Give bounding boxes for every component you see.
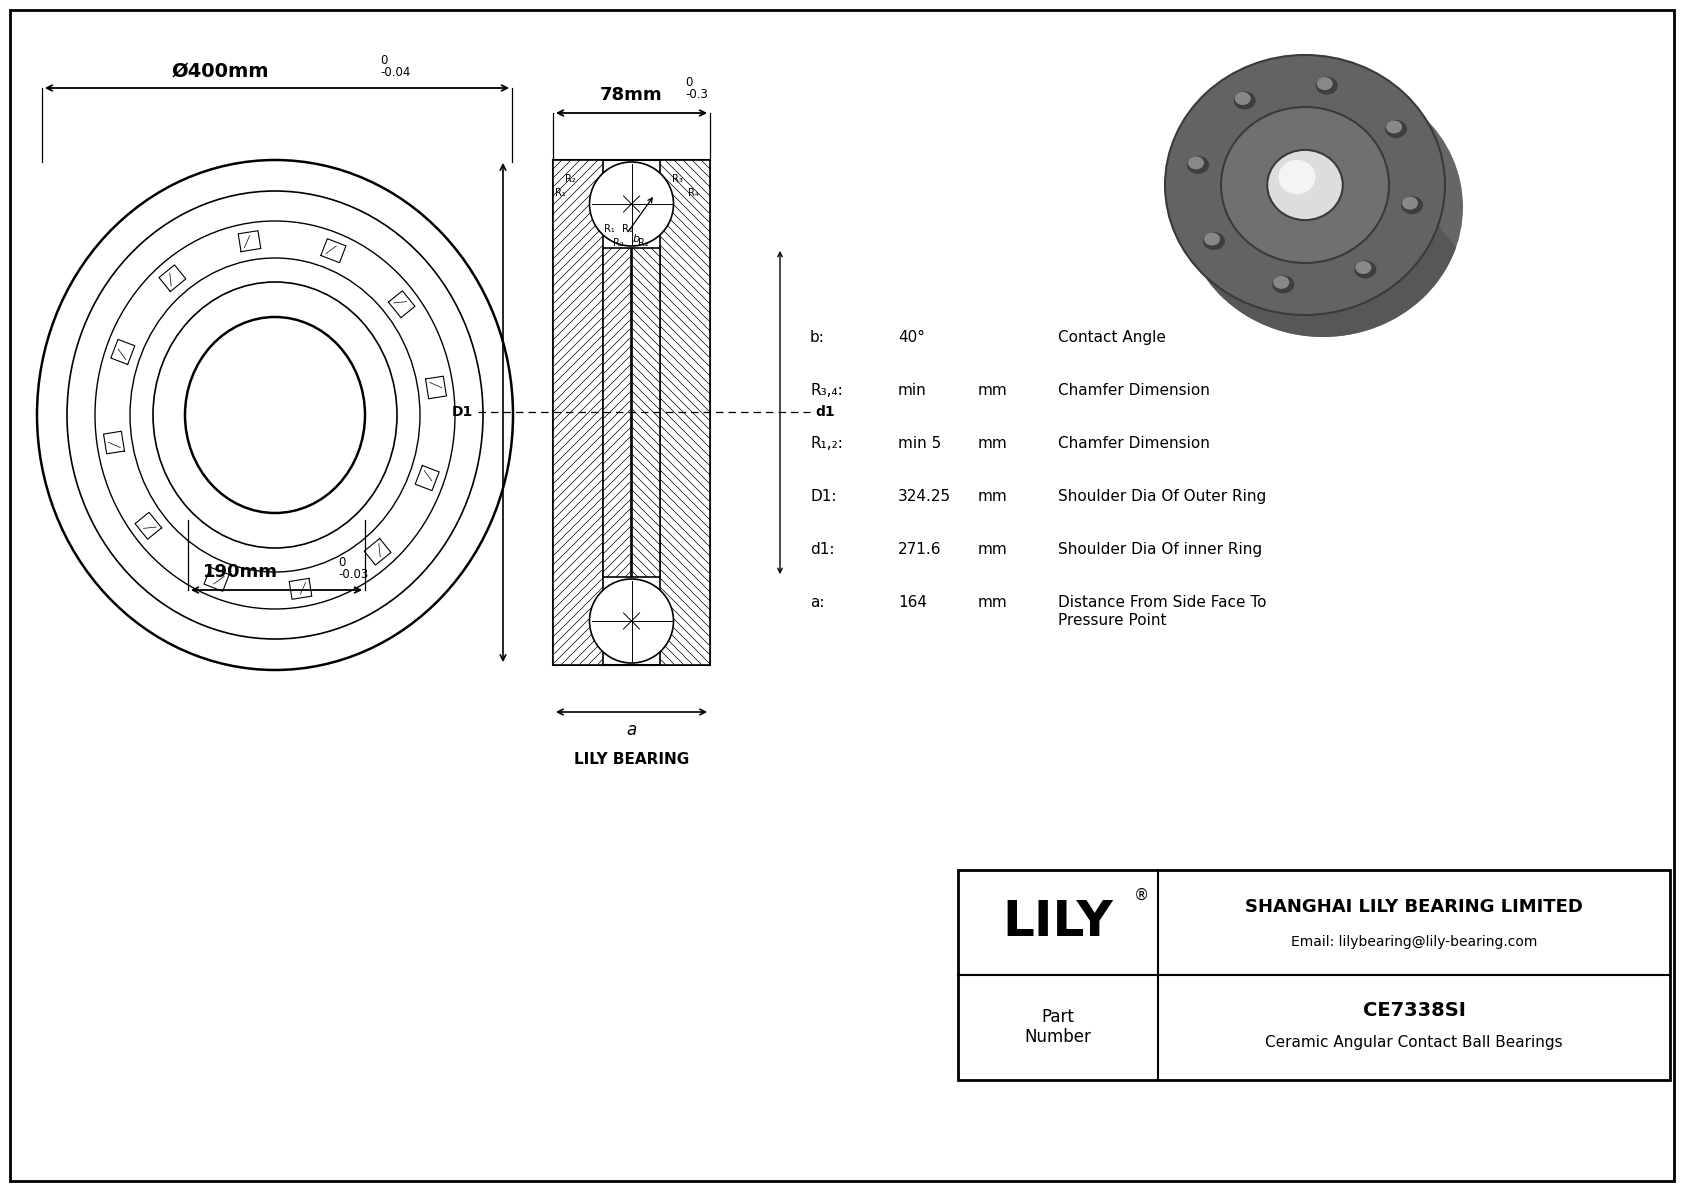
Text: mm: mm [978,596,1007,610]
Text: LILY BEARING: LILY BEARING [574,753,689,767]
Text: -0.03: -0.03 [338,567,369,580]
Text: -0.04: -0.04 [381,67,411,80]
Text: 190mm: 190mm [202,563,278,581]
Text: R₄: R₄ [689,188,699,198]
Text: 0: 0 [338,555,345,568]
Text: 78mm: 78mm [600,86,663,104]
Ellipse shape [1403,197,1418,210]
Text: Ø400mm: Ø400mm [172,62,269,81]
Text: min: min [898,384,926,398]
Text: Shoulder Dia Of inner Ring: Shoulder Dia Of inner Ring [1058,542,1261,557]
Bar [632,248,660,576]
Text: R₁: R₁ [556,188,566,198]
Polygon shape [1165,108,1457,337]
Text: 164: 164 [898,596,926,610]
Ellipse shape [1234,92,1256,110]
Text: 0: 0 [381,55,387,68]
Text: LILY: LILY [1002,898,1113,946]
Text: Part
Number: Part Number [1024,1008,1091,1047]
Text: R₃,₄:: R₃,₄: [810,384,842,398]
Text: ®: ® [1133,887,1148,903]
Text: 0: 0 [685,76,692,89]
Text: Ceramic Angular Contact Ball Bearings: Ceramic Angular Contact Ball Bearings [1265,1035,1563,1049]
Text: mm: mm [978,436,1007,451]
Text: -0.3: -0.3 [685,88,709,101]
Ellipse shape [1234,92,1251,105]
Text: d1:: d1: [810,542,835,557]
Ellipse shape [1315,76,1337,94]
Text: mm: mm [978,542,1007,557]
Text: Email: lilybearing@lily-bearing.com: Email: lilybearing@lily-bearing.com [1292,935,1537,949]
Text: Shoulder Dia Of Outer Ring: Shoulder Dia Of Outer Ring [1058,490,1266,504]
Ellipse shape [1273,276,1290,289]
Text: R₂: R₂ [566,174,576,183]
Text: D1:: D1: [810,490,837,504]
Text: 271.6: 271.6 [898,542,941,557]
Bar [958,869,1671,1080]
Ellipse shape [1187,156,1204,169]
Ellipse shape [1384,120,1408,138]
Text: Contact Angle: Contact Angle [1058,330,1165,345]
Ellipse shape [1386,120,1403,133]
Text: b: b [633,233,640,244]
Text: mm: mm [978,490,1007,504]
Text: mm: mm [978,384,1007,398]
Ellipse shape [1187,156,1209,174]
Bar [660,160,711,665]
Ellipse shape [1202,232,1224,250]
Ellipse shape [1278,160,1315,194]
Bar [603,248,632,576]
Ellipse shape [1354,261,1376,279]
Bar [552,160,603,665]
Text: R₁,₂:: R₁,₂: [810,436,844,451]
Circle shape [589,579,674,663]
Ellipse shape [1273,275,1295,293]
Text: 40°: 40° [898,330,925,345]
Text: d1: d1 [815,405,835,419]
Ellipse shape [1182,77,1463,337]
Ellipse shape [1356,261,1371,274]
Text: D1: D1 [451,405,473,419]
Text: Distance From Side Face To: Distance From Side Face To [1058,596,1266,610]
Text: R₃: R₃ [672,174,684,183]
Text: min 5: min 5 [898,436,941,451]
Text: Chamfer Dimension: Chamfer Dimension [1058,384,1209,398]
Text: Pressure Point: Pressure Point [1058,613,1167,628]
Text: Chamfer Dimension: Chamfer Dimension [1058,436,1209,451]
Text: a:: a: [810,596,825,610]
Ellipse shape [1401,197,1423,214]
Ellipse shape [1317,77,1332,91]
Ellipse shape [1204,232,1219,245]
Text: SHANGHAI LILY BEARING LIMITED: SHANGHAI LILY BEARING LIMITED [1244,898,1583,916]
Text: R₁: R₁ [605,224,615,233]
Text: b:: b: [810,330,825,345]
Circle shape [589,162,674,247]
Text: R₂: R₂ [613,238,623,248]
Text: CE7338SI: CE7338SI [1362,1000,1465,1019]
Text: R₁: R₁ [621,224,633,233]
Ellipse shape [1165,55,1445,314]
Ellipse shape [1221,107,1389,263]
Text: 324.25: 324.25 [898,490,951,504]
Text: R₂: R₂ [638,238,648,248]
Ellipse shape [1266,150,1342,220]
Text: a: a [626,721,637,738]
